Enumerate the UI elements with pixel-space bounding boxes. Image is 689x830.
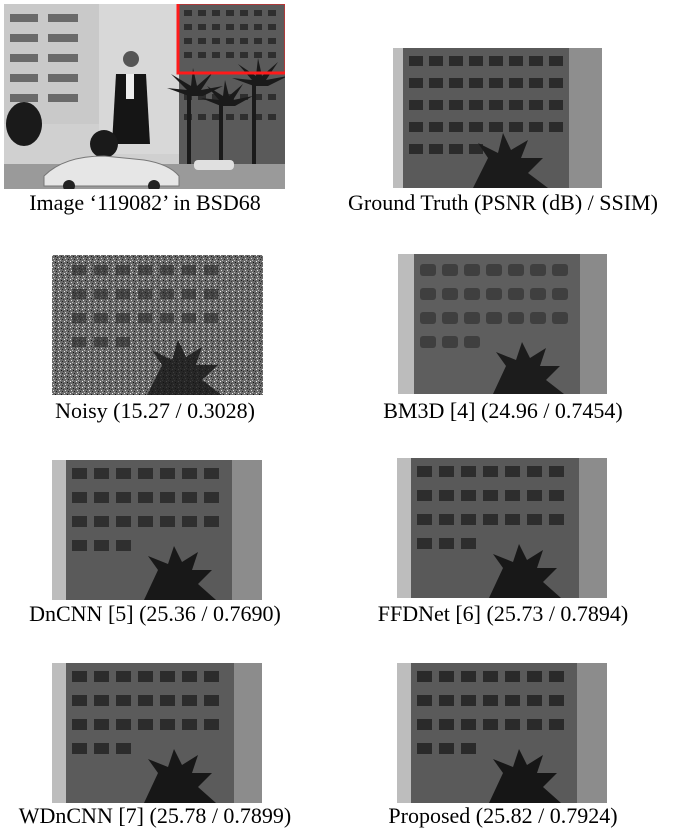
ground-truth-caption: Ground Truth (PSNR (dB) / SSIM) [348, 190, 658, 215]
roi-box [176, 4, 285, 75]
proposed-image [397, 663, 607, 803]
ground-truth-image [393, 48, 602, 188]
bm3d-image [398, 254, 607, 394]
wdncnn-image [52, 663, 262, 803]
source-caption: Image ‘119082’ in BSD68 [29, 190, 261, 215]
dncnn-caption: DnCNN [5] (25.36 / 0.7690) [29, 601, 281, 626]
ffdnet-caption: FFDNet [6] (25.73 / 0.7894) [377, 601, 629, 626]
ffdnet-image [397, 458, 607, 598]
wdncnn-caption: WDnCNN [7] (25.78 / 0.7899) [18, 803, 292, 828]
source-image [4, 4, 285, 189]
dncnn-image [52, 460, 262, 600]
proposed-caption: Proposed (25.82 / 0.7924) [388, 803, 618, 828]
noisy-image [52, 255, 263, 395]
bm3d-caption: BM3D [4] (24.96 / 0.7454) [383, 398, 623, 423]
noisy-caption: Noisy (15.27 / 0.3028) [55, 398, 255, 423]
